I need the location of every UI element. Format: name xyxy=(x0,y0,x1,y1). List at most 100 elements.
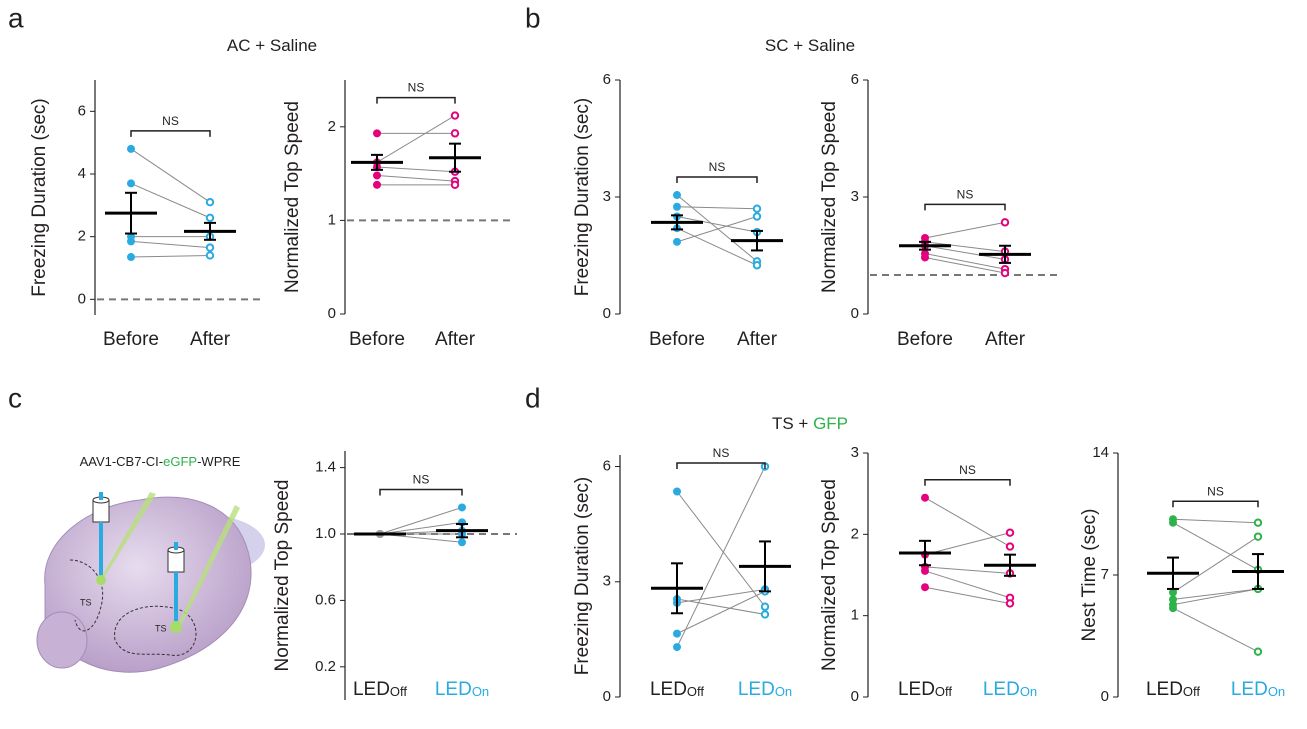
panel: 0 1 2 3 Normalized Top Speed LEDOff LEDOn NS xyxy=(819,444,1037,705)
category-sub: On xyxy=(775,684,792,699)
y-tick-label: 2 xyxy=(328,118,336,135)
y-axis-label: Nest Time (sec) xyxy=(1079,508,1100,641)
y-tick-label: 1.0 xyxy=(315,525,336,542)
y-tick-label: 0 xyxy=(851,688,859,705)
x-tick-label: LEDOff xyxy=(353,679,407,700)
pair-line xyxy=(1172,518,1259,524)
y-tick-label: 1 xyxy=(328,211,336,228)
data-point xyxy=(373,129,381,138)
category-main: LED xyxy=(1146,679,1183,700)
region-label: TS xyxy=(155,623,167,633)
data-point xyxy=(458,503,466,512)
data-point xyxy=(450,111,460,120)
data-point xyxy=(205,213,215,223)
data-point xyxy=(373,171,381,180)
y-tick-label: 7 xyxy=(1101,566,1109,583)
y-tick-label: 3 xyxy=(851,444,859,461)
y-tick-label: 0 xyxy=(328,305,336,322)
y-tick-label: 2 xyxy=(851,525,859,542)
pair-line xyxy=(676,194,758,262)
data-point xyxy=(1253,647,1263,656)
brain-diagram: TS TS xyxy=(36,492,265,673)
significance-bracket xyxy=(130,130,211,137)
category-main: LED xyxy=(898,679,935,700)
significance-label: NS xyxy=(408,81,425,95)
data-point xyxy=(760,610,770,619)
title-part: SC + Saline xyxy=(765,36,855,55)
y-axis-label: Freezing Duration (sec) xyxy=(572,98,593,297)
pair-line xyxy=(924,256,1006,274)
pair-line xyxy=(924,221,1006,239)
y-axis-label: Normalized Top Speed xyxy=(282,101,303,293)
data-point xyxy=(205,198,215,207)
pair-line xyxy=(676,206,758,210)
data-point xyxy=(127,179,135,188)
pair-line xyxy=(676,590,766,635)
pair-line xyxy=(676,216,758,233)
data-point xyxy=(1169,604,1177,613)
pair-line xyxy=(130,148,211,203)
group-title: AC + Saline xyxy=(227,36,317,55)
category-sub: On xyxy=(1268,684,1285,699)
data-point xyxy=(127,253,135,262)
panel: 0 3 6 Normalized Top Speed Before After NS xyxy=(819,71,1060,350)
y-tick-label: 0 xyxy=(603,305,611,322)
x-tick-label: After xyxy=(435,329,476,350)
significance-label: NS xyxy=(1207,484,1224,498)
data-point xyxy=(673,487,681,496)
x-tick-label: LEDOn xyxy=(435,679,489,700)
category-sub: Off xyxy=(390,684,407,699)
y-tick-label: 6 xyxy=(78,102,86,119)
pair-line xyxy=(376,174,456,182)
data-point xyxy=(760,602,770,611)
pair-line xyxy=(924,566,1011,574)
construct-part: -WPRE xyxy=(197,454,241,469)
panel-label: a xyxy=(8,2,24,33)
panel: 0 2 4 6 Freezing Duration (sec) Before After NS xyxy=(29,80,265,350)
pair-line xyxy=(1172,588,1259,600)
y-tick-label: 0.6 xyxy=(315,591,336,608)
data-point xyxy=(127,144,135,153)
significance-bracket xyxy=(379,488,463,496)
y-tick-label: 3 xyxy=(603,188,611,205)
y-tick-label: 1 xyxy=(851,607,859,624)
significance-label: NS xyxy=(162,114,179,128)
y-axis-label: Normalized Top Speed xyxy=(819,479,840,671)
data-point xyxy=(752,212,762,221)
significance-label: NS xyxy=(957,188,974,202)
data-point xyxy=(450,180,460,190)
category-main: LED xyxy=(738,679,775,700)
y-axis-label: Normalized Top Speed xyxy=(819,101,840,293)
data-point xyxy=(458,538,466,547)
data-point xyxy=(752,204,762,213)
data-point xyxy=(1005,528,1015,537)
y-tick-label: 0 xyxy=(851,305,859,322)
x-tick-label: Before xyxy=(103,329,159,350)
y-tick-label: 2 xyxy=(78,228,86,245)
x-tick-label: After xyxy=(737,329,778,350)
data-point xyxy=(673,643,681,652)
title-part: GFP xyxy=(813,414,848,433)
x-tick-label: LEDOn xyxy=(983,679,1037,700)
y-axis-label: Normalized Top Speed xyxy=(272,480,293,672)
pair-line xyxy=(924,245,1006,260)
pair-line xyxy=(1172,588,1259,606)
data-point xyxy=(1169,518,1177,527)
pair-line xyxy=(1172,536,1259,593)
significance-label: NS xyxy=(713,446,730,460)
significance-bracket xyxy=(924,203,1006,211)
data-point xyxy=(450,129,460,138)
y-tick-label: 0 xyxy=(1101,688,1109,705)
data-point xyxy=(673,629,681,638)
title-part: TS + xyxy=(772,414,813,433)
significance-bracket xyxy=(376,96,456,104)
category-sub: Off xyxy=(687,684,704,699)
pair-line xyxy=(1172,522,1259,571)
y-tick-label: 0 xyxy=(603,688,611,705)
significance-label: NS xyxy=(959,463,976,477)
panel-label: c xyxy=(8,382,22,413)
pair-line xyxy=(676,588,766,604)
x-tick-label: LEDOff xyxy=(898,679,952,700)
category-sub: Off xyxy=(935,684,952,699)
